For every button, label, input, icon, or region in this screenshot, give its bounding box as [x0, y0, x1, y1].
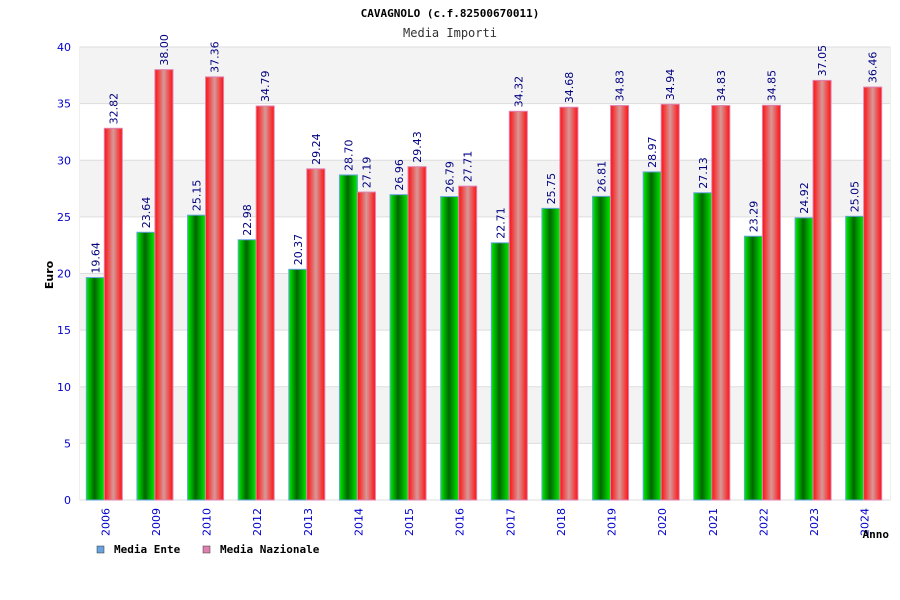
bar-media-nazionale: [610, 105, 630, 501]
x-tick-label: 2009: [150, 508, 163, 536]
data-label: 25.15: [191, 180, 204, 212]
data-label: 34.32: [512, 76, 525, 108]
legend-label-media-ente: Media Ente: [114, 543, 181, 556]
legend: Media Ente Media Nazionale: [96, 543, 320, 556]
x-tick-label: 2018: [555, 508, 568, 536]
bar-media-ente: [490, 242, 510, 501]
bar-media-ente: [389, 194, 409, 501]
x-tick-label: 2021: [707, 508, 720, 536]
data-label: 34.85: [765, 70, 778, 102]
bar-media-nazionale: [306, 168, 326, 501]
x-tick-label: 2019: [606, 508, 619, 536]
x-axis-label: Anno: [863, 528, 890, 541]
bar-media-ente: [592, 195, 612, 501]
y-tick-label: 30: [57, 154, 71, 167]
chart-title: CAVAGNOLO (c.f.82500670011): [361, 7, 540, 20]
data-label: 26.81: [596, 161, 609, 193]
x-tick-label: 2013: [302, 508, 315, 536]
bar-media-nazionale: [356, 191, 376, 501]
data-label: 25.05: [849, 181, 862, 213]
data-label: 37.05: [816, 45, 829, 77]
data-label: 27.19: [360, 157, 373, 189]
bar-media-ente: [794, 217, 814, 501]
bar-media-nazionale: [255, 105, 275, 501]
bar-media-ente: [237, 239, 257, 501]
data-label: 32.82: [107, 93, 120, 125]
bar-media-nazionale: [458, 185, 478, 501]
y-tick-label: 0: [64, 494, 71, 507]
data-label: 27.71: [462, 151, 475, 183]
bar-media-nazionale: [660, 103, 680, 501]
bar-media-ente: [187, 214, 207, 501]
y-tick-label: 25: [57, 211, 71, 224]
data-label: 24.92: [798, 182, 811, 214]
data-label: 36.46: [867, 52, 880, 84]
data-label: 28.97: [646, 136, 659, 168]
bar-media-ente: [845, 215, 865, 501]
legend-label-media-nazionale: Media Nazionale: [220, 543, 320, 556]
x-tick-label: 2016: [454, 508, 467, 536]
x-tick-label: 2014: [352, 508, 365, 536]
data-label: 34.94: [664, 69, 677, 101]
y-tick-label: 35: [57, 98, 71, 111]
data-label: 29.43: [411, 131, 424, 163]
bar-media-nazionale: [812, 79, 832, 501]
bar-media-nazionale: [711, 105, 731, 501]
bar-media-nazionale: [205, 76, 225, 501]
chart-subtitle: Media Importi: [403, 26, 497, 40]
x-tick-label: 2017: [504, 508, 517, 536]
data-label: 22.71: [494, 207, 507, 239]
x-tick-label: 2023: [808, 508, 821, 536]
bar-media-ente: [743, 235, 763, 501]
data-label: 34.79: [259, 71, 272, 103]
data-label: 23.29: [747, 201, 760, 233]
bar-media-nazionale: [407, 166, 427, 501]
data-label: 20.37: [292, 234, 305, 266]
bar-media-ente: [642, 171, 662, 501]
bar-media-nazionale: [103, 127, 123, 501]
legend-swatch-media-nazionale: [202, 545, 211, 554]
bar-media-nazionale: [863, 86, 883, 501]
data-label: 34.68: [563, 72, 576, 104]
data-label: 19.64: [89, 242, 102, 274]
data-label: 37.36: [209, 41, 222, 73]
data-label: 34.83: [614, 70, 627, 102]
bar-media-ente: [288, 268, 308, 501]
x-tick-label: 2015: [403, 508, 416, 536]
x-tick-label: 2012: [251, 508, 264, 536]
data-label: 29.24: [310, 133, 323, 165]
x-tick-label: 2024: [859, 508, 872, 536]
data-label: 25.75: [545, 173, 558, 205]
legend-swatch-media-ente: [96, 545, 105, 554]
bar-media-nazionale: [761, 104, 781, 501]
bar-media-ente: [693, 192, 713, 501]
data-label: 22.98: [241, 204, 254, 236]
x-tick-label: 2020: [656, 508, 669, 536]
y-tick-label: 40: [57, 41, 71, 54]
y-tick-label: 5: [64, 437, 71, 450]
y-tick-label: 20: [57, 268, 71, 281]
bar-media-ente: [440, 196, 460, 501]
data-label: 26.96: [393, 159, 406, 191]
y-axis-label: Euro: [43, 260, 56, 289]
data-label: 34.83: [715, 70, 728, 102]
bar-media-ente: [338, 174, 358, 501]
bar-media-ente: [85, 277, 105, 501]
x-tick-label: 2006: [99, 508, 112, 536]
bar-media-nazionale: [154, 69, 174, 501]
x-tick-label: 2010: [201, 508, 214, 536]
data-label: 23.64: [140, 197, 153, 229]
bar-media-ente: [541, 207, 561, 501]
bar-media-ente: [136, 231, 156, 501]
data-label: 28.70: [342, 139, 355, 171]
data-label: 26.79: [444, 161, 457, 193]
bar-media-nazionale: [559, 106, 579, 501]
bar-media-nazionale: [508, 110, 528, 501]
y-tick-label: 10: [57, 381, 71, 394]
data-label: 27.13: [697, 157, 710, 189]
x-tick-label: 2022: [757, 508, 770, 536]
y-tick-label: 15: [57, 324, 71, 337]
data-label: 38.00: [158, 34, 171, 66]
